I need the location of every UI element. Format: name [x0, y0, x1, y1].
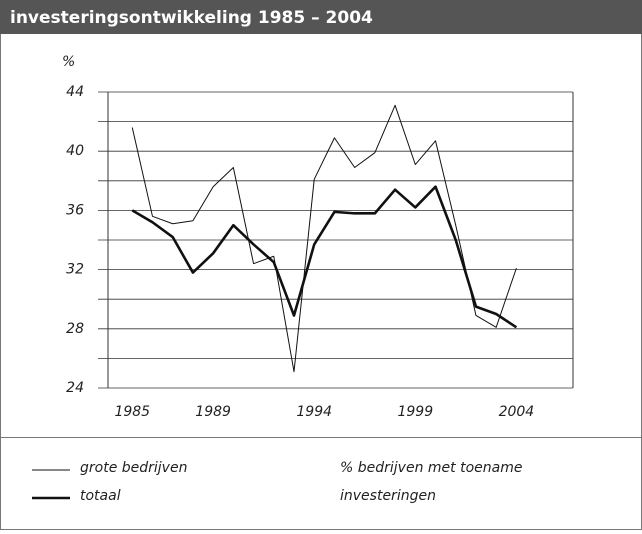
y-tick-label: 40 [66, 143, 84, 159]
x-tick-label: 1989 [195, 404, 231, 420]
series-line [131, 185, 518, 329]
chart-title: investeringsontwikkeling 1985 – 2004 [10, 8, 373, 28]
x-tick-label: 1999 [397, 404, 433, 420]
x-tick-label: 2004 [499, 404, 535, 420]
legend-label: grote bedrijven [80, 460, 187, 476]
y-tick-label: 28 [66, 321, 84, 337]
header [0, 0, 642, 34]
y-tick-label: 36 [66, 202, 84, 218]
note: investeringen [340, 488, 436, 504]
y-tick-label: 32 [66, 262, 84, 278]
x-tick-label: 1994 [296, 404, 332, 420]
legend-label: totaal [80, 488, 121, 504]
x-tick-label: 1985 [114, 404, 150, 420]
series-line [131, 104, 517, 373]
y-tick-label: 44 [66, 84, 84, 100]
y-axis-label: % [62, 54, 75, 70]
y-tick-label: 24 [66, 380, 84, 396]
note: % bedrijven met toename [340, 460, 522, 476]
